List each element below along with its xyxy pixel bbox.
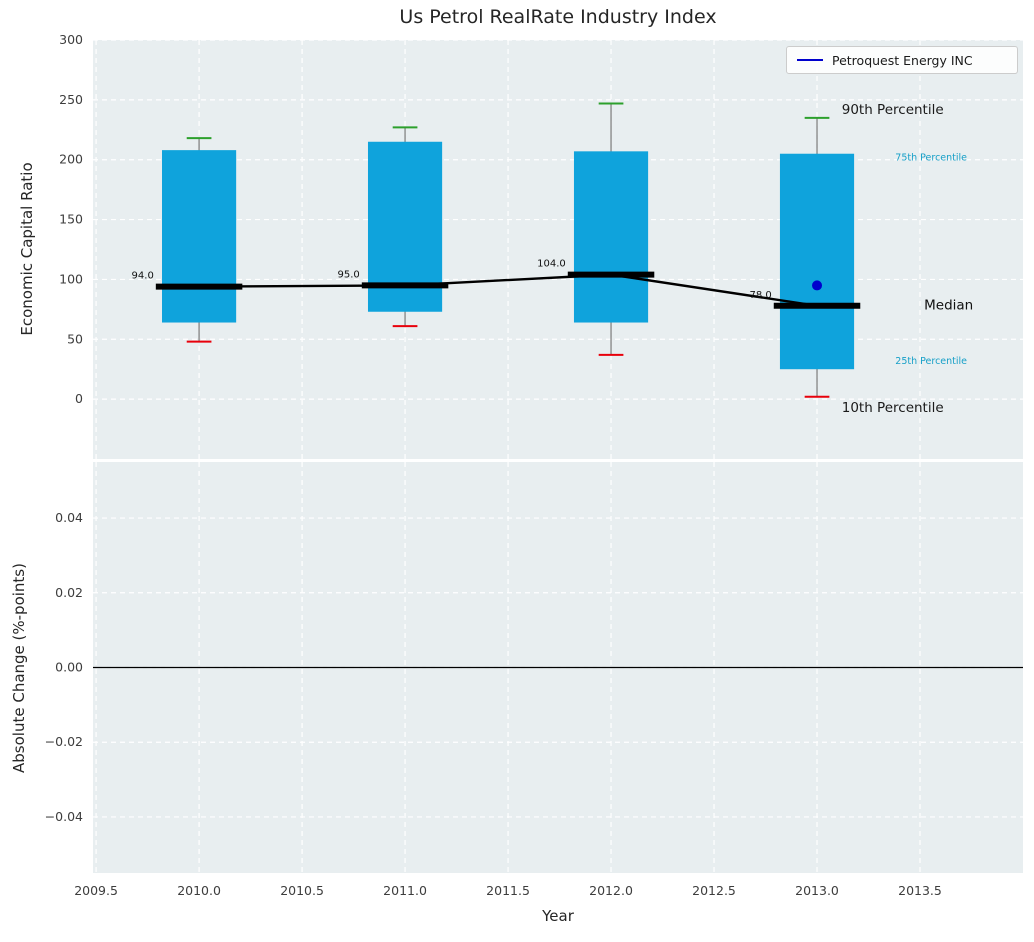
percentile-box-2010 (162, 150, 237, 323)
annotation-75th-percentile: 75th Percentile (895, 153, 967, 164)
top-plot-background (93, 40, 1023, 459)
company-point (812, 280, 823, 291)
y-tick-label-bottom: −0.04 (45, 809, 83, 824)
legend: Petroquest Energy INC (786, 46, 1018, 74)
y-tick-label-top: 100 (59, 271, 83, 286)
x-tick-label: 2012.0 (589, 883, 633, 898)
annotation-90th-percentile: 90th Percentile (842, 102, 944, 118)
x-tick-label: 2010.0 (177, 883, 221, 898)
x-tick-label: 2009.5 (74, 883, 118, 898)
y-tick-label-bottom: 0.04 (55, 510, 83, 525)
percentile-box-2012 (573, 151, 649, 323)
y-axis-label-top: Economic Capital Ratio (18, 162, 36, 336)
y-tick-label-bottom: 0.00 (55, 660, 83, 675)
chart-title: Us Petrol RealRate Industry Index (399, 6, 717, 28)
x-tick-label: 2011.5 (486, 883, 530, 898)
x-axis-label: Year (542, 907, 574, 925)
x-tick-label: 2010.5 (280, 883, 324, 898)
legend-label: Petroquest Energy INC (832, 52, 973, 68)
x-tick-label: 2013.0 (795, 883, 839, 898)
x-tick-label: 2011.0 (383, 883, 427, 898)
y-tick-label-top: 200 (59, 152, 83, 167)
y-tick-label-top: 150 (59, 212, 83, 227)
median-trend-line (199, 273, 818, 307)
x-tick-label: 2012.5 (692, 883, 736, 898)
y-axis-label-bottom: Absolute Change (%-points) (10, 563, 28, 773)
x-tick-label: 2013.5 (898, 883, 942, 898)
annotation-25th-percentile: 25th Percentile (895, 356, 967, 367)
percentile-box-2013 (779, 153, 855, 370)
legend-line-sample-icon (797, 59, 823, 61)
y-tick-label-bottom: 0.02 (55, 585, 83, 600)
median-value-label-2011: 95.0 (338, 269, 360, 280)
y-tick-label-top: 250 (59, 92, 83, 107)
y-tick-label-top: 0 (75, 391, 83, 406)
median-value-label-2010: 94.0 (132, 271, 154, 282)
annotation-median: Median (924, 297, 973, 313)
median-value-label-2012: 104.0 (537, 259, 566, 270)
y-tick-label-top: 50 (67, 331, 83, 346)
median-value-label-2013: 78.0 (749, 290, 771, 301)
y-tick-label-top: 300 (59, 32, 83, 47)
y-tick-label-bottom: −0.02 (45, 734, 83, 749)
annotation-10th-percentile: 10th Percentile (842, 400, 944, 416)
